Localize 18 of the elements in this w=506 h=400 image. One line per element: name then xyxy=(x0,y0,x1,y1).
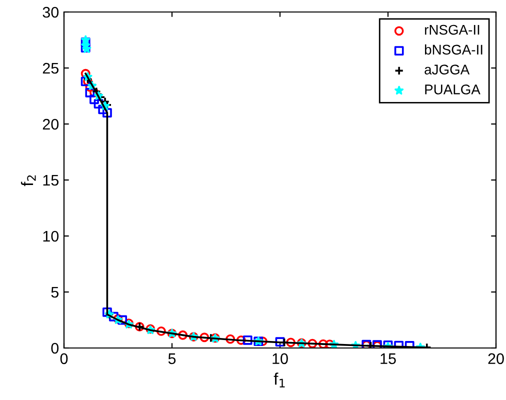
y-axis-title: f$_{2}$ xyxy=(20,175,36,186)
x-tick-label: 0 xyxy=(60,353,68,364)
x-tick-label: 10 xyxy=(272,353,288,364)
y-tick-label: 20 xyxy=(42,118,59,130)
legend-label: bNSGA-II xyxy=(424,44,482,55)
legend-label: PUALGA xyxy=(425,84,480,94)
y-tick-label: 5 xyxy=(51,287,58,298)
y-tick-label: 30 xyxy=(42,6,59,18)
y-tick-label: 25 xyxy=(42,62,58,74)
y-tick-label: 15 xyxy=(43,175,58,186)
x-axis-title: f$_{1}$ xyxy=(274,372,285,388)
x-tick-label: 5 xyxy=(168,353,176,364)
y-tick-label: 0 xyxy=(51,342,59,354)
x-tick-label: 15 xyxy=(380,353,396,364)
legend-label: rNSGA-II xyxy=(424,24,480,35)
legend-label: aJGGA xyxy=(424,64,470,74)
x-tick-label: 20 xyxy=(488,353,504,364)
y-tick-label: 10 xyxy=(43,230,59,242)
